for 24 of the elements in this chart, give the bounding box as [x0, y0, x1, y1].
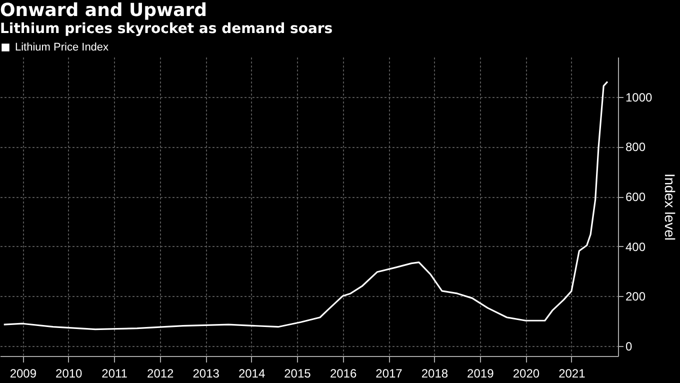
x-tick-label: 2010 [56, 366, 83, 380]
x-tick-label: 2016 [330, 366, 357, 380]
x-tick-label: 2020 [512, 366, 540, 380]
legend-label: Lithium Price Index [15, 42, 110, 54]
line-series [3, 80, 608, 330]
x-tick-label: 2013 [192, 366, 220, 380]
x-tick-label: 2018 [421, 366, 448, 380]
y-tick-label: 400 [626, 240, 646, 254]
x-tick-label: 2011 [102, 366, 128, 380]
y-tick-label: 800 [626, 140, 646, 154]
chart-title: Onward and Upward [0, 0, 208, 21]
y-tick-label: 200 [626, 290, 646, 304]
x-tick-label: 2012 [147, 366, 174, 380]
y-tick-label: 0 [626, 340, 632, 354]
x-tick-label: 2015 [284, 366, 312, 380]
x-tick-label: 2009 [10, 366, 37, 380]
x-tick-label: 2017 [376, 366, 403, 380]
chart-subtitle: Lithium prices skyrocket as demand soars [0, 21, 333, 37]
y-tick-label: 1000 [626, 90, 653, 104]
x-tick-label: 2019 [467, 366, 494, 380]
y-tick-label: 600 [626, 190, 646, 204]
x-tick-label: 2021 [558, 366, 586, 380]
x-tick-label: 2014 [238, 366, 266, 380]
y-axis-title: Index level [662, 174, 678, 240]
